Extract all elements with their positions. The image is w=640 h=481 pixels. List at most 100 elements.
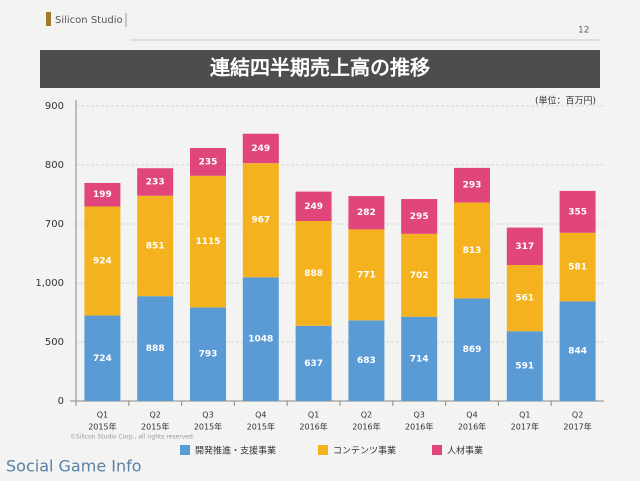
x-tick-label: 2015年 [88, 422, 116, 432]
value-label: 233 [146, 177, 165, 187]
y-tick-label: 700 [45, 219, 64, 230]
watermark: Social Game Info [6, 457, 142, 476]
chart-title: 連結四半期売上高の推移 [210, 56, 430, 80]
x-tick-label: Q3 [202, 411, 213, 420]
value-label: 844 [568, 347, 587, 357]
bar-segment [401, 199, 438, 234]
legend-swatch [432, 445, 442, 455]
legend-label: 人材事業 [447, 445, 483, 457]
legend-label: 開発推進・支援事業 [195, 445, 276, 457]
y-tick-label: 500 [45, 337, 64, 348]
value-label: 581 [568, 263, 587, 273]
bar-segment [242, 277, 279, 401]
value-label: 888 [146, 344, 165, 354]
x-tick-label: 2017年 [511, 422, 539, 432]
x-tick-label: 2016年 [405, 422, 433, 432]
value-label: 249 [251, 144, 270, 154]
value-label: 967 [251, 216, 270, 226]
x-tick-label: Q3 [414, 411, 425, 420]
bar-segment [242, 133, 279, 164]
bar-segment [295, 220, 332, 326]
x-tick-label: 2016年 [299, 422, 327, 432]
value-label: 702 [410, 271, 429, 281]
bar-segment [454, 167, 490, 203]
y-tick-label: 0 [58, 396, 64, 407]
bar-segment [559, 232, 596, 302]
bar-segment [295, 191, 332, 221]
bar-segment [506, 331, 543, 401]
bar-segment [84, 315, 121, 401]
y-tick-label: 1,000 [35, 278, 64, 289]
x-tick-label: Q4 [255, 411, 266, 420]
unit-label: (単位：百万円) [535, 95, 596, 107]
legend-swatch [318, 445, 328, 455]
bar-segment [348, 229, 385, 321]
value-label: 249 [304, 202, 323, 212]
value-label: 869 [463, 345, 482, 355]
value-label: 793 [199, 350, 218, 360]
x-tick-label: 2015年 [194, 422, 222, 432]
value-label: 1115 [195, 237, 220, 247]
legend-label: コンテンツ事業 [333, 445, 396, 457]
bar-segment [84, 206, 121, 316]
title-banner [40, 50, 600, 88]
value-label: 591 [515, 362, 534, 372]
value-label: 317 [515, 242, 534, 252]
logo: Silicon Studio [55, 15, 123, 26]
x-tick-label: 2016年 [458, 422, 486, 432]
x-tick-label: Q1 [308, 411, 319, 420]
y-tick-label: 900 [45, 101, 64, 112]
bar-segment [348, 320, 385, 401]
bar-segment [137, 296, 174, 401]
bar-segment [401, 233, 438, 317]
value-label: 295 [410, 212, 429, 222]
bar-segment [559, 190, 596, 233]
x-tick-label: Q2 [572, 411, 583, 420]
value-label: 888 [304, 269, 323, 279]
bar-segment [348, 196, 385, 230]
x-tick-label: Q1 [519, 411, 530, 420]
x-tick-label: Q2 [150, 411, 161, 420]
bar-segment [137, 195, 174, 297]
value-label: 714 [410, 354, 429, 364]
bar-segment [454, 298, 490, 401]
bar-segment [137, 168, 174, 196]
legend-swatch [180, 445, 190, 455]
value-label: 851 [146, 241, 165, 251]
y-tick-label: 800 [45, 160, 64, 171]
x-tick-label: 2016年 [352, 422, 380, 432]
x-tick-label: Q2 [361, 411, 372, 420]
x-tick-label: 2015年 [247, 422, 275, 432]
x-tick-label: 2017年 [563, 422, 591, 432]
value-label: 355 [568, 207, 587, 217]
value-label: 683 [357, 356, 376, 366]
copyright: ©Silicon Studio Corp., all rights reserv… [70, 434, 195, 441]
bar-segment [295, 325, 332, 401]
bar-segment [506, 265, 543, 332]
value-label: 282 [357, 208, 376, 218]
value-label: 199 [93, 190, 112, 200]
value-label: 724 [93, 354, 112, 364]
x-tick-label: Q4 [466, 411, 477, 420]
value-label: 924 [93, 257, 112, 267]
bar-segment [401, 316, 438, 401]
page-number: 12 [578, 26, 589, 36]
value-label: 771 [357, 270, 376, 280]
value-label: 235 [199, 157, 218, 167]
logo-mark [46, 12, 51, 26]
bar-segment [190, 307, 226, 401]
x-tick-label: Q1 [97, 411, 108, 420]
bar-segment [506, 227, 543, 266]
bar-segment [190, 175, 226, 308]
value-label: 1048 [248, 335, 273, 345]
bar-segment [242, 163, 279, 278]
bar-segment [190, 148, 226, 176]
bar-segment [559, 301, 596, 401]
bar-segment [84, 182, 121, 207]
x-tick-label: 2015年 [141, 422, 169, 432]
value-label: 813 [463, 246, 482, 256]
bar-segment [454, 202, 490, 299]
value-label: 561 [515, 294, 534, 304]
value-label: 637 [304, 359, 323, 369]
